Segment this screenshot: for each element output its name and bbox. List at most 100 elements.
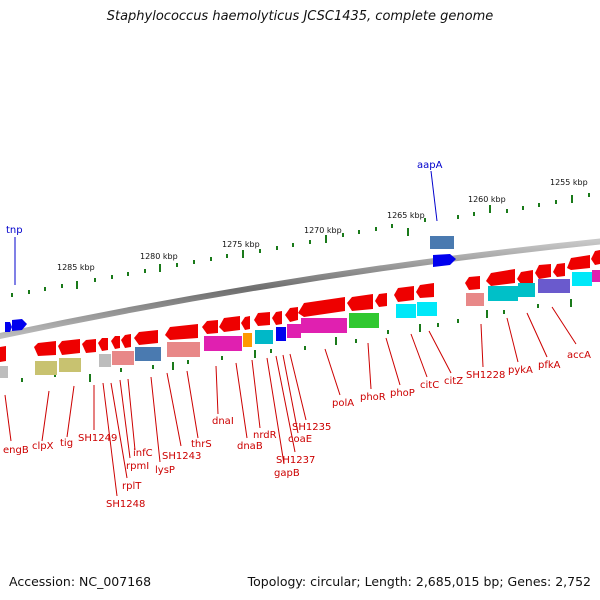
gene-label-pfkA: pfkA <box>538 360 561 371</box>
gene-thrS-arrow[interactable] <box>165 324 198 340</box>
gene-phoR-arrow[interactable] <box>347 294 373 311</box>
gene-block[interactable] <box>167 342 200 357</box>
gene-block[interactable] <box>0 366 8 378</box>
gene-label-SH1235: SH1235 <box>292 422 331 433</box>
gene-block[interactable] <box>417 302 437 316</box>
gene-SH1249-arrow[interactable] <box>82 339 96 353</box>
gene-block[interactable] <box>518 283 535 297</box>
gene-label-dnaI: dnaI <box>212 416 234 427</box>
gene-SH1248-arrow[interactable] <box>98 338 108 351</box>
gene-pykA-arrow[interactable] <box>486 269 515 286</box>
gene-label-nrdR: nrdR <box>253 430 277 441</box>
gene-block[interactable] <box>488 286 518 301</box>
gene-pfkA-arrow[interactable] <box>517 270 533 284</box>
scale-label: 1275 kbp <box>222 240 260 249</box>
gene-label-SH1248: SH1248 <box>106 499 145 510</box>
gene-label-SH1249: SH1249 <box>78 433 117 444</box>
genome-title: Staphylococcus haemolyticus JCSC1435, co… <box>106 9 494 24</box>
forward-gene-labels: tnp aapA <box>6 160 443 285</box>
genome-backbone <box>0 238 600 340</box>
gene-label-citC: citC <box>420 380 439 391</box>
gene-tnp-arrow[interactable] <box>5 322 12 332</box>
gene-arrow[interactable] <box>553 263 565 277</box>
gene-label-infC: infC <box>133 448 153 459</box>
gene-block[interactable] <box>396 304 416 318</box>
gene-arrow[interactable] <box>591 250 600 265</box>
gene-engB-arrow[interactable] <box>0 346 6 362</box>
reverse-gene-leaders <box>4 306 577 497</box>
gene-label-tig: tig <box>60 438 73 449</box>
gene-label-SH1243: SH1243 <box>162 451 201 462</box>
gene-label-thrS: thrS <box>191 439 212 450</box>
reverse-genes <box>0 250 600 362</box>
scale-label: 1270 kbp <box>304 226 342 235</box>
gene-tig-arrow[interactable] <box>58 339 80 355</box>
gene-accA-arrow[interactable] <box>535 264 551 279</box>
gene-block[interactable] <box>466 293 484 306</box>
gene-lysP-arrow[interactable] <box>134 330 158 345</box>
gene-SH1235-arrow[interactable] <box>285 307 298 322</box>
gene-label-clpX: clpX <box>32 441 54 452</box>
gene-SH1228-arrow[interactable] <box>465 276 480 290</box>
gene-rpmI-arrow[interactable] <box>121 334 131 348</box>
gene-label-pykA: pykA <box>508 365 533 376</box>
scale-label: 1265 kbp <box>387 211 425 220</box>
gene-label-phoR: phoR <box>360 392 386 403</box>
gene-label-rpmI: rpmI <box>126 461 149 472</box>
gene-block[interactable] <box>592 270 600 282</box>
gene-coaE-arrow[interactable] <box>272 311 282 325</box>
gene-rplT-arrow[interactable] <box>111 336 120 349</box>
gene-arrow[interactable] <box>12 319 27 331</box>
gene-block[interactable] <box>243 333 252 347</box>
gene-block[interactable] <box>135 347 161 361</box>
gene-block[interactable] <box>35 361 57 375</box>
accession-text: Accession: NC_007168 <box>9 574 152 589</box>
gene-nrdR-arrow[interactable] <box>241 316 250 330</box>
gene-aapA-arrow[interactable] <box>433 254 456 267</box>
gene-arrow[interactable] <box>567 255 590 270</box>
gene-block[interactable] <box>59 358 81 372</box>
scale-label: 1255 kbp <box>550 178 588 187</box>
gene-block[interactable] <box>255 330 273 344</box>
gene-block[interactable] <box>112 351 134 365</box>
gene-label-coaE: coaE <box>288 434 312 445</box>
gene-label-SH1237: SH1237 <box>276 455 315 466</box>
gene-block[interactable] <box>349 313 379 328</box>
gene-gapB-arrow[interactable] <box>254 312 270 326</box>
gene-label-polA: polA <box>332 398 354 409</box>
gene-label-accA: accA <box>567 350 591 361</box>
gene-block[interactable] <box>99 354 111 367</box>
gene-label-phoP: phoP <box>390 388 415 399</box>
gene-label-dnaB: dnaB <box>237 441 263 452</box>
gene-dnaB-arrow[interactable] <box>219 316 240 332</box>
gene-block[interactable] <box>430 236 454 249</box>
scale-label: 1280 kbp <box>140 252 178 261</box>
gene-polA-arrow[interactable] <box>298 297 345 317</box>
gene-block[interactable] <box>204 336 242 351</box>
gene-block[interactable] <box>276 327 286 341</box>
gene-citZ-arrow[interactable] <box>416 283 434 298</box>
gene-label-lysP: lysP <box>155 465 175 476</box>
gene-phoP-arrow[interactable] <box>375 293 387 307</box>
reverse-gene-labels: engB clpX tig SH1249 SH1248 rplT rpmI in… <box>3 350 591 510</box>
gene-label-aapA: aapA <box>417 160 443 171</box>
gene-label-rplT: rplT <box>122 481 142 492</box>
gene-block[interactable] <box>538 279 570 293</box>
gene-label-SH1228: SH1228 <box>466 370 505 381</box>
gene-citC-arrow[interactable] <box>394 286 414 302</box>
gene-label-engB: engB <box>3 445 29 456</box>
genome-summary-text: Topology: circular; Length: 2,685,015 bp… <box>247 574 591 589</box>
forward-genes <box>5 236 456 332</box>
gene-dnaI-arrow[interactable] <box>202 320 218 334</box>
gene-label-gapB: gapB <box>274 468 300 479</box>
gene-label-citZ: citZ <box>444 376 463 387</box>
gene-block[interactable] <box>572 272 592 286</box>
gene-label-tnp: tnp <box>6 225 23 236</box>
scale-labels: 1285 kbp 1280 kbp 1275 kbp 1270 kbp 1265… <box>57 178 588 272</box>
gene-block[interactable] <box>287 324 301 338</box>
scale-label: 1260 kbp <box>468 195 506 204</box>
gene-clpX-arrow[interactable] <box>34 341 56 356</box>
gene-class-blocks <box>0 270 600 378</box>
gene-block[interactable] <box>301 318 347 333</box>
